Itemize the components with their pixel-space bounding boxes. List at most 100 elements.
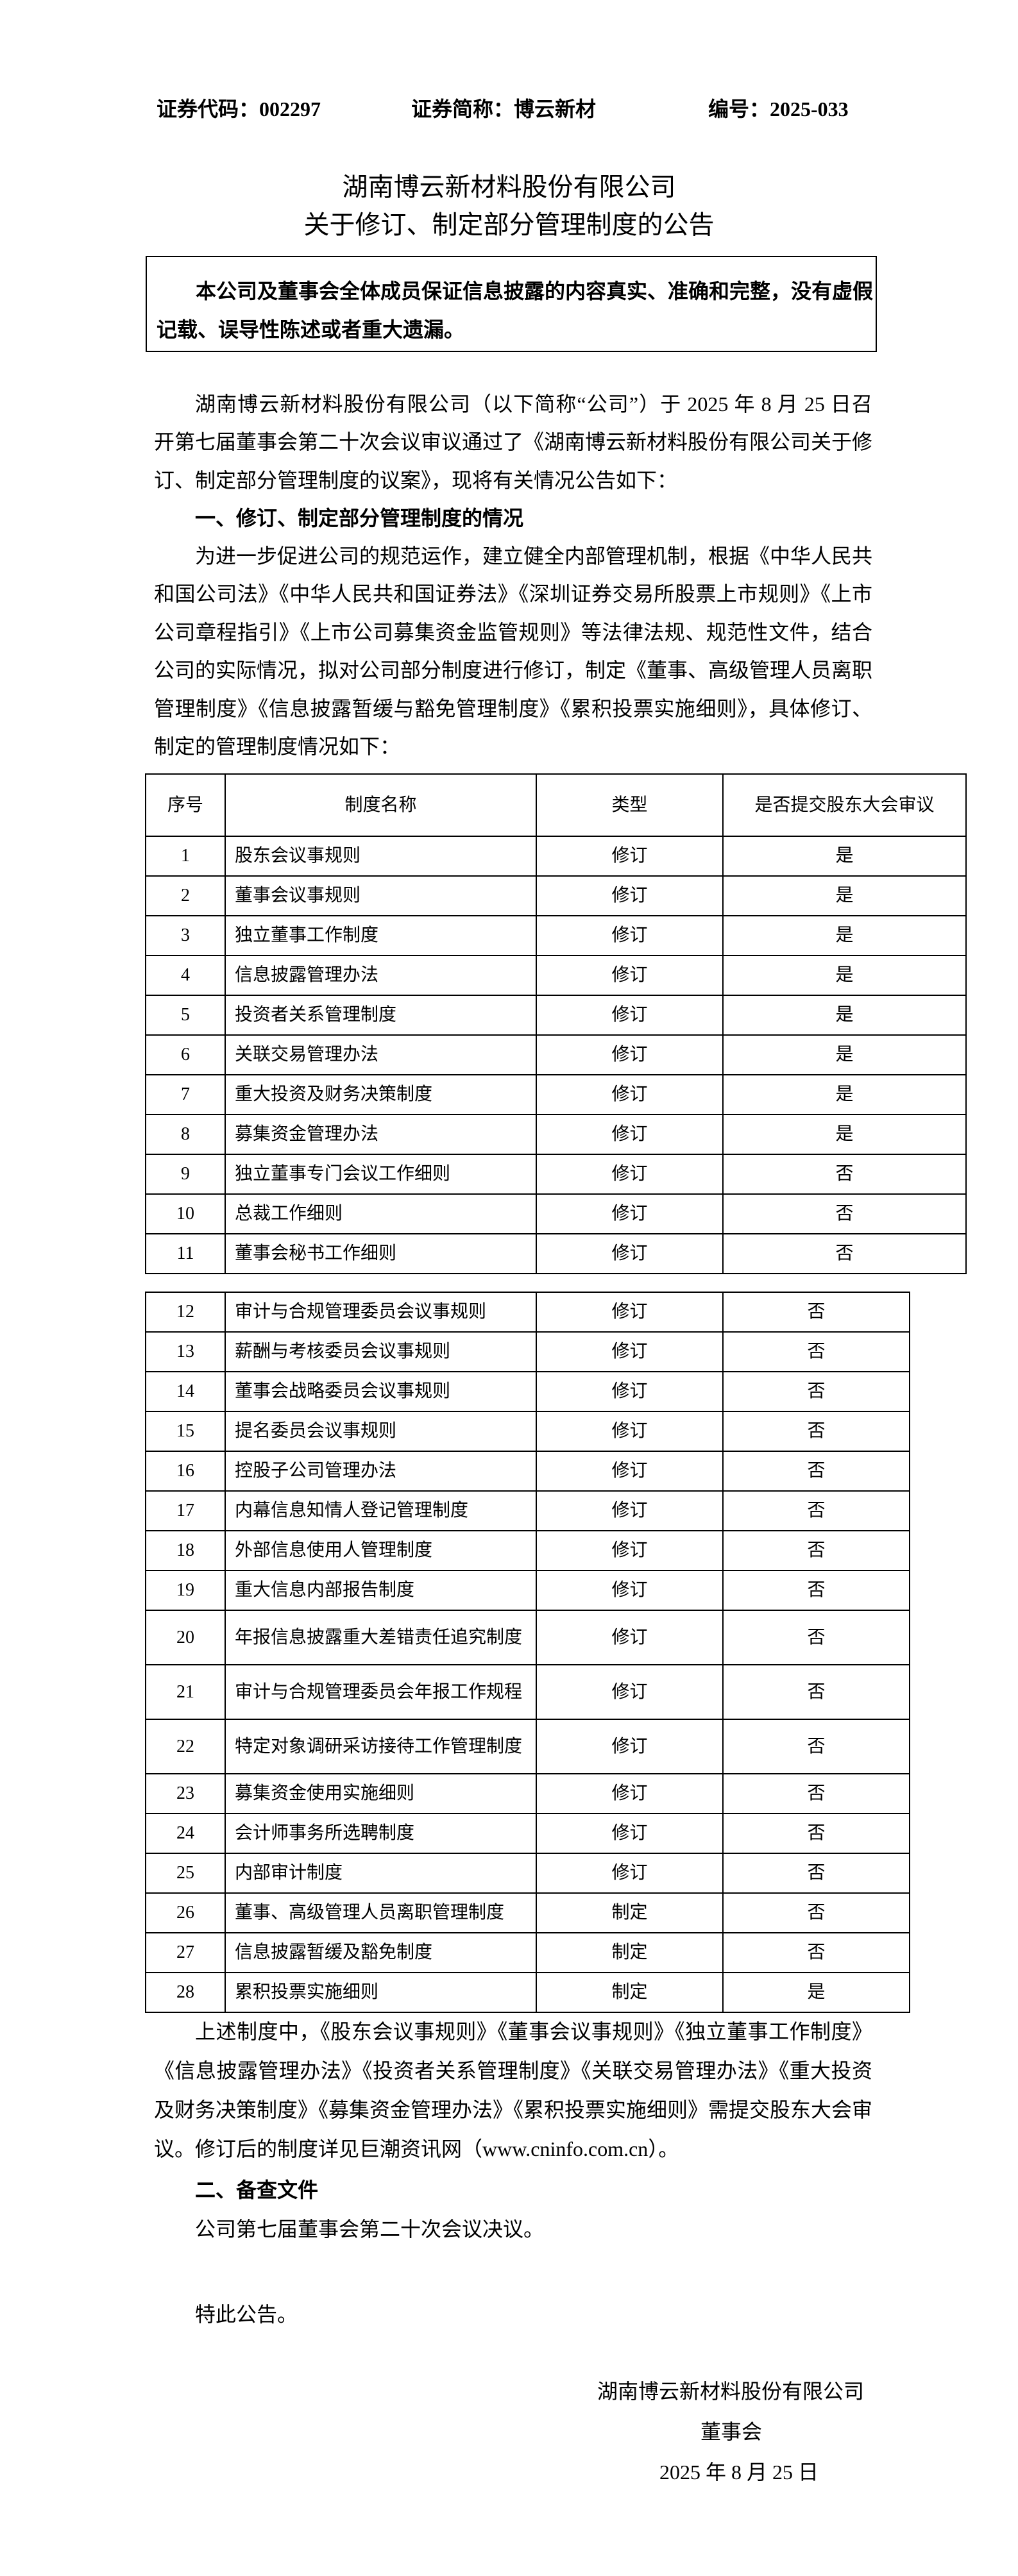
table-row: 5 投资者关系管理制度 修订是 xyxy=(145,995,967,1036)
table-row: 13 薪酬与考核委员会议事规则 修订否 xyxy=(145,1331,910,1372)
shareholder-review-cell: 否 xyxy=(722,1932,910,1973)
shareholder-review-cell: 是 xyxy=(722,875,967,916)
table-row: 28 累积投票实施细则 制定是 xyxy=(145,1972,910,2013)
section-1-paragraph-line: 公司章程指引》《上市公司募集资金监管规则》等法律法规、规范性文件，结合 xyxy=(154,620,872,644)
table-row: 10 总裁工作细则 修订否 xyxy=(145,1193,967,1234)
row-number-cell: 18 xyxy=(145,1530,226,1571)
section-1-heading: 一、修订、制定部分管理制度的情况 xyxy=(195,507,524,530)
regulation-name-cell: 董事、高级管理人员离职管理制度 xyxy=(225,1892,537,1933)
shareholder-review-cell: 否 xyxy=(722,1719,910,1774)
change-type-cell: 修订 xyxy=(536,1154,724,1195)
row-number-cell: 2 xyxy=(145,875,226,916)
row-number-cell: 1 xyxy=(145,836,226,877)
shareholder-review-cell: 是 xyxy=(722,1074,967,1115)
row-number-cell: 15 xyxy=(145,1411,226,1452)
row-number-cell: 16 xyxy=(145,1451,226,1492)
table-row: 20 年报信息披露重大差错责任追究制度 修订否 xyxy=(145,1610,910,1665)
table-row: 11 董事会秘书工作细则 修订否 xyxy=(145,1233,967,1274)
regulation-name-cell: 薪酬与考核委员会议事规则 xyxy=(225,1331,537,1372)
table-row: 4 信息披露管理办法 修订是 xyxy=(145,955,967,996)
regulation-name-cell: 内部审计制度 xyxy=(225,1853,537,1894)
row-number-cell: 12 xyxy=(145,1292,226,1333)
table-row: 21 审计与合规管理委员会年报工作规程 修订否 xyxy=(145,1664,910,1720)
row-number-cell: 13 xyxy=(145,1331,226,1372)
shareholder-review-cell: 否 xyxy=(722,1570,910,1611)
regulation-name-cell: 年报信息披露重大差错责任追究制度 xyxy=(225,1610,537,1665)
closing-remark: 特此公告。 xyxy=(195,2303,298,2326)
change-type-cell: 制定 xyxy=(536,1972,724,2013)
regulation-name-cell: 信息披露管理办法 xyxy=(225,955,537,996)
change-type-cell: 修订 xyxy=(536,1773,724,1814)
regulation-name-cell: 重大信息内部报告制度 xyxy=(225,1570,537,1611)
change-type-cell: 修订 xyxy=(536,1114,724,1155)
regulation-name-cell: 总裁工作细则 xyxy=(225,1193,537,1234)
row-number-cell: 5 xyxy=(145,995,226,1036)
section-2-heading: 二、备查文件 xyxy=(195,2178,319,2201)
table-header-row: 序号 制度名称 类型 是否提交股东大会审议 xyxy=(145,773,967,837)
stock-code: 证券代码：002297 xyxy=(157,97,321,121)
table-row: 9 独立董事专门会议工作细则 修订否 xyxy=(145,1154,967,1195)
section-1-paragraph-line: 制定的管理制度情况如下： xyxy=(154,735,401,758)
table-row: 8 募集资金管理办法 修订是 xyxy=(145,1114,967,1155)
notice-line: 本公司及董事会全体成员保证信息披露的内容真实、准确和完整，没有虚假 xyxy=(196,280,874,303)
regulation-name-cell: 提名委员会议事规则 xyxy=(225,1411,537,1452)
regulation-name-cell: 独立董事工作制度 xyxy=(225,915,537,956)
regulation-name-cell: 审计与合规管理委员会年报工作规程 xyxy=(225,1664,537,1720)
change-type-cell: 修订 xyxy=(536,1193,724,1234)
row-number-cell: 23 xyxy=(145,1773,226,1814)
change-type-cell: 修订 xyxy=(536,1331,724,1372)
regulations-table-part1: 序号 制度名称 类型 是否提交股东大会审议 1 股东会议事规则 修订是 2 董事会议事规… xyxy=(145,773,967,1274)
shareholder-review-cell: 否 xyxy=(722,1853,910,1894)
regulation-name-cell: 募集资金管理办法 xyxy=(225,1114,537,1155)
stock-name: 证券简称：博云新材 xyxy=(411,97,597,121)
row-number-cell: 3 xyxy=(145,915,226,956)
regulation-name-cell: 董事会议事规则 xyxy=(225,875,537,916)
regulation-name-cell: 董事会战略委员会议事规则 xyxy=(225,1371,537,1412)
change-type-cell: 修订 xyxy=(536,915,724,956)
row-number-cell: 25 xyxy=(145,1853,226,1894)
change-type-cell: 修订 xyxy=(536,1610,724,1665)
shareholder-review-cell: 否 xyxy=(722,1892,910,1933)
announcement-title: 关于修订、制定部分管理制度的公告 xyxy=(303,210,715,239)
change-type-cell: 修订 xyxy=(536,1490,724,1531)
shareholder-review-cell: 否 xyxy=(722,1371,910,1412)
row-number-cell: 10 xyxy=(145,1193,226,1234)
shareholder-review-cell: 否 xyxy=(722,1813,910,1854)
regulation-name-cell: 审计与合规管理委员会议事规则 xyxy=(225,1292,537,1333)
change-type-cell: 修订 xyxy=(536,1719,724,1774)
table-row: 26 董事、高级管理人员离职管理制度 制定否 xyxy=(145,1892,910,1933)
regulation-name-cell: 董事会秘书工作细则 xyxy=(225,1233,537,1274)
notice-line: 记载、误导性陈述或者重大遗漏。 xyxy=(157,318,465,341)
shareholder-review-cell: 是 xyxy=(722,836,967,877)
row-number-cell: 22 xyxy=(145,1719,226,1774)
intro-paragraph-line: 湖南博云新材料股份有限公司（以下简称“公司”）于 2025 年 8 月 25 日… xyxy=(195,392,872,416)
change-type-cell: 修订 xyxy=(536,1233,724,1274)
table-row: 22 特定对象调研采访接待工作管理制度 修订否 xyxy=(145,1719,910,1774)
regulation-name-cell: 会计师事务所选聘制度 xyxy=(225,1813,537,1854)
change-type-cell: 修订 xyxy=(536,1451,724,1492)
table-row: 6 关联交易管理办法 修订是 xyxy=(145,1034,967,1075)
shareholder-review-cell: 否 xyxy=(722,1451,910,1492)
row-number-cell: 6 xyxy=(145,1034,226,1075)
section-1-paragraph-line: 为进一步促进公司的规范运作，建立健全内部管理机制，根据《中华人民共 xyxy=(195,544,873,568)
row-number-cell: 28 xyxy=(145,1972,226,2013)
row-number-cell: 17 xyxy=(145,1490,226,1531)
company-title: 湖南博云新材料股份有限公司 xyxy=(342,173,676,201)
regulation-name-cell: 信息披露暂缓及豁免制度 xyxy=(225,1932,537,1973)
row-number-cell: 4 xyxy=(145,955,226,996)
shareholder-review-cell: 否 xyxy=(722,1331,910,1372)
table-row: 16 控股子公司管理办法 修订否 xyxy=(145,1451,910,1492)
shareholder-review-cell: 否 xyxy=(722,1490,910,1531)
shareholder-review-cell: 否 xyxy=(722,1154,967,1195)
section-1-paragraph-line: 公司的实际情况，拟对公司部分制度进行修订，制定《董事、高级管理人员离职 xyxy=(154,659,873,682)
section-1-paragraph-line: 管理制度》《信息披露暂缓与豁免管理制度》《累积投票实施细则》，具体修订、 xyxy=(154,696,872,720)
signature-board: 董事会 xyxy=(700,2420,763,2443)
shareholder-review-cell: 是 xyxy=(722,1034,967,1075)
regulation-name-cell: 募集资金使用实施细则 xyxy=(225,1773,537,1814)
shareholder-review-cell: 是 xyxy=(722,1972,910,2013)
shareholder-review-cell: 否 xyxy=(722,1664,910,1720)
change-type-cell: 制定 xyxy=(536,1892,724,1933)
column-header-type: 类型 xyxy=(536,773,724,837)
table-row: 3 独立董事工作制度 修订是 xyxy=(145,915,967,956)
